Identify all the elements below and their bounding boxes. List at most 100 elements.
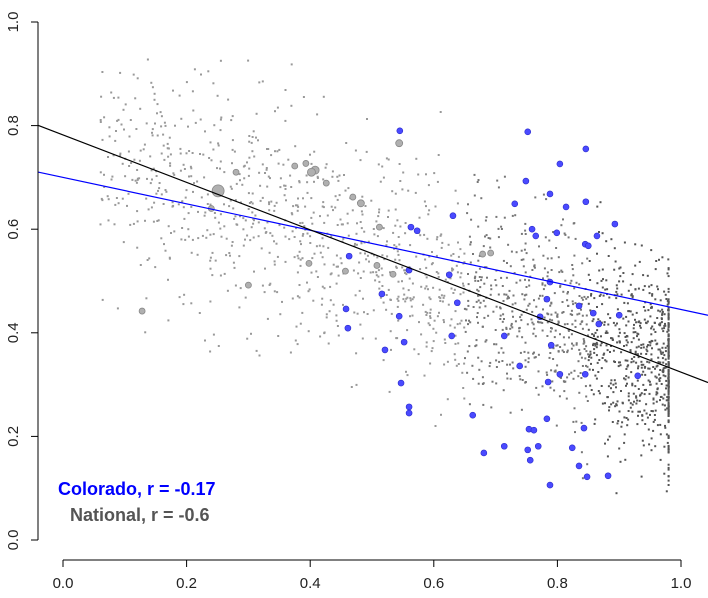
colorado-point bbox=[568, 444, 576, 452]
national-point bbox=[136, 210, 139, 213]
national-point bbox=[265, 168, 268, 171]
national-point bbox=[627, 320, 630, 323]
national-point bbox=[244, 238, 246, 241]
national-point bbox=[248, 167, 251, 170]
national-point bbox=[648, 367, 651, 370]
national-point bbox=[129, 223, 132, 226]
national-point bbox=[484, 235, 486, 238]
national-point bbox=[640, 363, 643, 366]
national-point bbox=[382, 176, 385, 179]
national-point bbox=[283, 184, 286, 187]
national-point bbox=[667, 466, 670, 469]
national-point bbox=[243, 177, 246, 180]
national-point bbox=[473, 277, 476, 280]
national-point bbox=[473, 173, 476, 176]
national-point bbox=[611, 337, 614, 340]
national-point bbox=[347, 187, 350, 190]
national-point bbox=[534, 335, 537, 338]
national-point bbox=[404, 232, 407, 235]
national-point bbox=[615, 386, 617, 389]
national-point bbox=[625, 417, 628, 419]
national-point bbox=[167, 155, 170, 158]
national-point bbox=[593, 297, 596, 300]
national-point bbox=[233, 150, 236, 153]
national-point bbox=[632, 392, 635, 395]
national-point bbox=[560, 376, 562, 379]
national-point bbox=[468, 403, 471, 406]
national-point bbox=[138, 177, 141, 180]
national-point bbox=[409, 297, 412, 300]
national-point bbox=[542, 308, 544, 311]
national-point bbox=[101, 298, 104, 301]
national-point bbox=[543, 267, 546, 270]
national-point bbox=[581, 477, 584, 480]
national-point bbox=[356, 222, 358, 225]
national-point bbox=[647, 344, 649, 347]
national-point bbox=[627, 364, 630, 367]
national-point bbox=[578, 348, 581, 351]
national-point bbox=[120, 123, 123, 126]
national-point bbox=[501, 360, 504, 362]
national-point bbox=[526, 323, 529, 326]
national-point bbox=[450, 287, 453, 290]
national-point bbox=[557, 323, 560, 325]
national-point bbox=[138, 159, 141, 162]
national-point bbox=[580, 377, 583, 379]
national-point bbox=[156, 103, 159, 106]
national-point bbox=[627, 376, 630, 379]
national-point bbox=[566, 376, 569, 379]
national-point bbox=[468, 235, 471, 238]
national-point bbox=[637, 338, 640, 341]
national-point bbox=[196, 253, 199, 256]
national-point bbox=[655, 382, 658, 385]
national-point bbox=[651, 410, 654, 413]
national-point bbox=[552, 347, 555, 350]
national-point bbox=[425, 205, 427, 208]
national-point bbox=[631, 313, 634, 316]
national-point bbox=[310, 216, 313, 219]
national-point bbox=[579, 323, 582, 326]
national-point bbox=[413, 348, 416, 351]
national-point bbox=[524, 278, 526, 281]
national-point bbox=[299, 264, 302, 267]
national-point bbox=[537, 353, 540, 356]
national-point bbox=[627, 395, 630, 398]
national-point bbox=[452, 253, 455, 255]
national-point bbox=[667, 290, 670, 293]
national-point bbox=[308, 288, 311, 291]
national-point bbox=[442, 296, 445, 299]
national-point bbox=[437, 154, 440, 156]
national-point bbox=[394, 224, 397, 227]
national-point bbox=[450, 254, 453, 257]
colorado-point bbox=[381, 346, 389, 354]
colorado-point bbox=[397, 379, 405, 387]
national-point bbox=[230, 244, 233, 247]
national-point bbox=[512, 315, 514, 318]
national-point bbox=[434, 425, 437, 427]
national-point bbox=[467, 203, 469, 206]
national-point bbox=[436, 315, 439, 318]
national-point bbox=[583, 348, 586, 350]
national-point bbox=[477, 321, 479, 324]
national-point bbox=[153, 98, 156, 101]
colorado-point bbox=[556, 160, 564, 168]
national-point bbox=[382, 359, 385, 362]
national-point bbox=[533, 264, 536, 267]
national-point bbox=[667, 393, 670, 396]
national-point bbox=[385, 294, 388, 296]
national-point bbox=[163, 243, 165, 246]
colorado-point bbox=[448, 332, 456, 340]
national-point bbox=[378, 208, 381, 211]
national-point bbox=[418, 321, 420, 324]
national-point bbox=[284, 119, 287, 122]
national-point bbox=[429, 315, 432, 318]
national-point bbox=[583, 295, 586, 298]
national-point bbox=[321, 256, 324, 259]
national-point bbox=[316, 177, 319, 179]
national-point bbox=[266, 317, 269, 320]
national-point bbox=[667, 343, 670, 345]
national-point bbox=[623, 433, 626, 436]
national-point bbox=[121, 197, 124, 200]
colorado-point bbox=[595, 320, 603, 328]
national-point bbox=[365, 258, 368, 261]
